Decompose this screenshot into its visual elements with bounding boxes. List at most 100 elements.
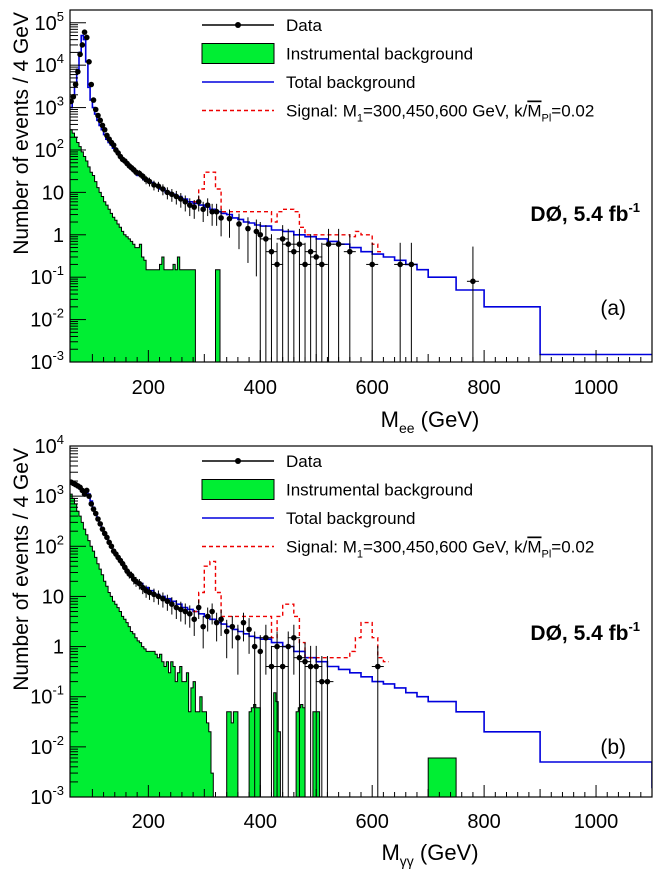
x-tick-label: 400: [244, 377, 277, 399]
data-point: [285, 241, 292, 247]
data-point: [209, 208, 215, 215]
legend-label-text: Signal: M: [286, 102, 357, 121]
legend-label: Signal: M1=300,450,600 GeV, k/MPl=0.02: [286, 538, 594, 561]
y-tick-base: 10: [30, 737, 52, 759]
legend-label-subscript: 1: [357, 549, 363, 561]
x-axis-label-subscript: γγ: [400, 853, 414, 869]
data-point: [263, 236, 269, 242]
data-point: [83, 487, 90, 494]
x-tick-label: 800: [467, 377, 500, 399]
legend-data-marker: [235, 22, 241, 28]
data-point: [274, 261, 280, 268]
data-point: [83, 34, 90, 41]
data-point: [88, 501, 95, 507]
data-point: [72, 81, 79, 88]
y-tick-label: 10-3: [30, 348, 64, 374]
data-point: [95, 516, 101, 522]
data-point: [108, 543, 115, 550]
signal-histogram: [193, 171, 384, 253]
y-tick-exponent: -1: [52, 263, 64, 278]
data-point: [285, 643, 292, 650]
luminosity-exponent: -1: [628, 200, 640, 215]
data-point: [257, 648, 264, 655]
data-point: [151, 591, 157, 598]
y-tick-label: 102: [35, 136, 64, 162]
x-axis-label-main: M: [381, 840, 399, 865]
legend-label-text: Instrumental background: [286, 481, 473, 500]
legend: Data Instrumental background Total backgro…: [201, 452, 594, 561]
legend-label-text: Data: [286, 452, 322, 471]
y-tick-base: 10: [35, 13, 57, 35]
data-point: [173, 193, 180, 200]
data-point: [155, 593, 162, 600]
luminosity-value: 5.4 fb: [574, 622, 629, 645]
data-points: [70, 29, 479, 362]
x-axis-label: Mγγ (GeV): [381, 840, 478, 869]
y-tick-label: 10-1: [30, 683, 64, 709]
x-axis-label-subscript: ee: [399, 420, 415, 436]
luminosity-exponent: -1: [628, 619, 640, 634]
y-tick-label: 103: [35, 94, 64, 120]
data-point: [92, 106, 99, 113]
data-point: [226, 215, 233, 222]
data-point: [291, 248, 297, 255]
data-point: [204, 613, 211, 620]
data-point: [178, 606, 184, 613]
y-tick-base: 10: [42, 586, 64, 608]
y-tick-base: 1: [53, 637, 64, 659]
y-tick-label: 1: [53, 225, 64, 247]
data-point: [369, 261, 375, 268]
legend-label-text: Total background: [286, 73, 415, 92]
data-point: [169, 191, 175, 198]
data-point: [347, 248, 353, 255]
data-point: [397, 261, 403, 268]
y-tick-exponent: 2: [57, 532, 64, 547]
y-tick-base: 10: [35, 436, 57, 458]
data-point: [335, 241, 342, 247]
data-point: [296, 241, 303, 247]
y-tick-exponent: 3: [57, 482, 64, 497]
legend-label-text: =300,450,600 GeV, k/: [363, 538, 528, 557]
data-point: [200, 623, 206, 630]
legend-label-text: =0.02: [551, 102, 594, 121]
data-point: [178, 196, 184, 202]
data-point: [313, 663, 320, 670]
data-point: [79, 42, 86, 48]
panel-label: (a): [600, 297, 626, 320]
y-tick-exponent: 3: [57, 94, 64, 109]
y-tick-base: 10: [35, 486, 57, 508]
y-tick-exponent: -1: [52, 683, 64, 698]
data-point: [279, 236, 286, 242]
y-axis-label: Number of events / 4 GeV: [10, 12, 33, 255]
signal-histogram: [193, 560, 389, 663]
data-point: [164, 189, 171, 196]
data-point: [88, 81, 95, 88]
y-tick-label: 104: [35, 51, 64, 77]
data-point: [245, 225, 251, 232]
y-tick-label: 104: [35, 432, 64, 458]
x-tick-label: 600: [356, 811, 389, 833]
y-tick-base: 10: [35, 536, 57, 558]
legend-label: Data: [286, 16, 322, 35]
data-point: [146, 589, 153, 596]
legend-instrumental-swatch: [201, 479, 275, 500]
data-points: [70, 479, 384, 797]
data-point: [160, 186, 166, 192]
y-tick-exponent: -2: [52, 306, 64, 321]
legend-label: Data: [286, 452, 322, 471]
y-tick-base: 1: [53, 225, 64, 247]
legend-label-text: Total background: [286, 509, 415, 528]
data-point: [195, 604, 202, 611]
data-point: [186, 611, 193, 617]
data-point: [173, 604, 180, 611]
data-point: [95, 112, 101, 119]
y-tick-base: 10: [35, 98, 57, 120]
experiment-name: DØ,: [530, 622, 573, 645]
data-point: [151, 182, 157, 188]
data-point: [324, 678, 331, 685]
data-point: [204, 202, 211, 208]
legend-label-text: Data: [286, 16, 322, 35]
data-point: [209, 608, 215, 615]
data-point: [200, 206, 206, 213]
y-axis-label: Number of events / 4 GeV: [10, 448, 33, 691]
